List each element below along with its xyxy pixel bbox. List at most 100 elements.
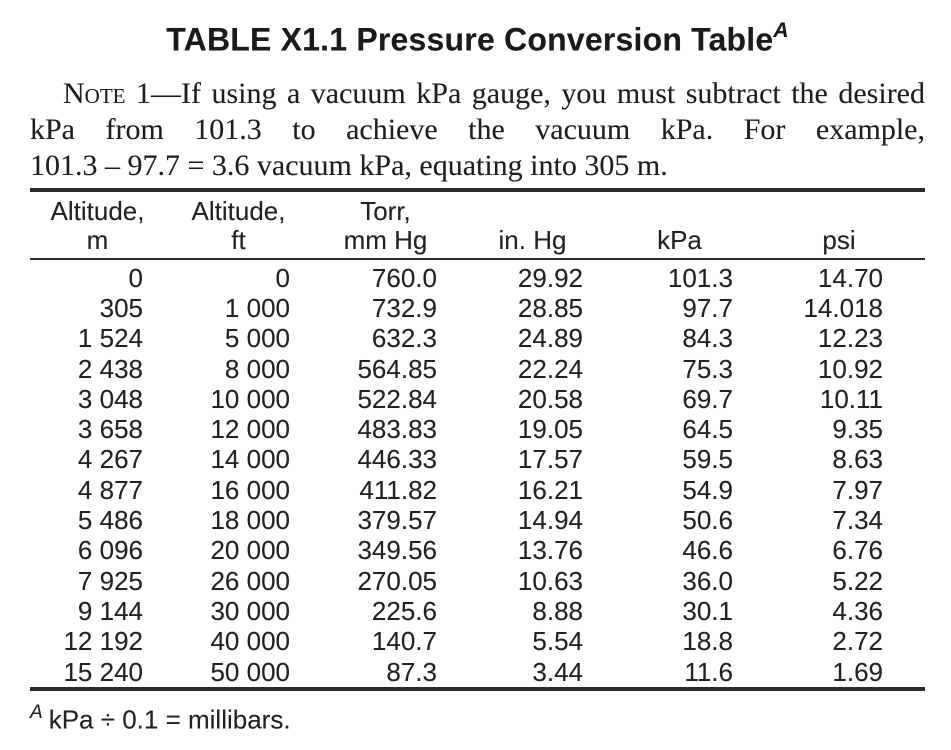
table-row: 9 144 30 000 225.6 8.88 30.1 4.36 — [30, 596, 925, 626]
cell-in-hg: 29.92 — [517, 262, 583, 293]
cell-psi: 4.36 — [832, 595, 883, 626]
cell-torr-mm-hg: 270.05 — [357, 565, 437, 596]
cell-altitude-ft: 26 000 — [210, 565, 290, 596]
cell-altitude-ft: 16 000 — [210, 474, 290, 505]
column-header-line: psi — [822, 224, 856, 255]
cell-psi: 1.69 — [832, 656, 883, 687]
table-row: 4 877 16 000 411.82 16.21 54.9 7.97 — [30, 475, 925, 505]
cell-altitude-ft: 0 — [275, 262, 290, 293]
cell-altitude-m: 7 925 — [77, 565, 143, 596]
cell-psi: 10.92 — [817, 353, 883, 384]
cell-torr-mm-hg: 349.56 — [357, 535, 437, 566]
cell-altitude-m: 6 096 — [77, 535, 143, 566]
cell-in-hg: 5.54 — [532, 626, 583, 657]
table-body: 0 0 760.0 29.92 101.3 14.70 305 1 000 732.9 28.85… — [30, 259, 925, 689]
table-row: 12 192 40 000 140.7 5.54 18.8 2.72 — [30, 626, 925, 656]
cell-altitude-ft: 14 000 — [210, 444, 290, 475]
table-row: 5 486 18 000 379.57 14.94 50.6 7.34 — [30, 505, 925, 535]
cell-torr-mm-hg: 522.84 — [357, 383, 437, 414]
cell-altitude-m: 1 524 — [77, 323, 143, 354]
cell-altitude-ft: 18 000 — [210, 505, 290, 536]
cell-kpa: 101.3 — [667, 262, 733, 293]
cell-altitude-ft: 8 000 — [224, 353, 290, 384]
cell-in-hg: 10.63 — [517, 565, 583, 596]
cell-psi: 14.70 — [817, 262, 883, 293]
cell-psi: 7.97 — [832, 474, 883, 505]
column-header-line: mm Hg — [343, 224, 428, 255]
table-title-text: TABLE X1.1 Pressure Conversion Table — [166, 21, 774, 58]
cell-in-hg: 13.76 — [517, 535, 583, 566]
cell-psi: 12.23 — [817, 323, 883, 354]
table-title-footnote-ref: A — [773, 19, 789, 42]
table-row: 3 658 12 000 483.83 19.05 64.5 9.35 — [30, 414, 925, 444]
cell-altitude-ft: 50 000 — [210, 656, 290, 687]
cell-psi: 9.35 — [832, 414, 883, 445]
column-header-line: Altitude, — [50, 195, 145, 226]
cell-altitude-ft: 40 000 — [210, 626, 290, 657]
cell-kpa: 18.8 — [682, 626, 733, 657]
cell-in-hg: 19.05 — [517, 414, 583, 445]
cell-kpa: 69.7 — [682, 383, 733, 414]
cell-torr-mm-hg: 483.83 — [357, 414, 437, 445]
cell-torr-mm-hg: 379.57 — [357, 505, 437, 536]
cell-altitude-ft: 30 000 — [210, 595, 290, 626]
cell-altitude-ft: 5 000 — [224, 323, 290, 354]
table-row: 6 096 20 000 349.56 13.76 46.6 6.76 — [30, 535, 925, 565]
column-header-psi: psi — [753, 189, 925, 260]
note-line-2: kPa from 101.3 to achieve the vacuum kPa… — [30, 112, 925, 146]
table-row: 7 925 26 000 270.05 10.63 36.0 5.22 — [30, 566, 925, 596]
cell-torr-mm-hg: 411.82 — [359, 474, 437, 505]
cell-psi: 5.22 — [832, 565, 883, 596]
cell-altitude-m: 4 267 — [77, 444, 143, 475]
column-header-line: ft — [231, 224, 246, 255]
cell-torr-mm-hg: 564.85 — [357, 353, 437, 384]
note-paragraph: Note 1—If using a vacuum kPa gauge, you … — [30, 76, 925, 184]
cell-torr-mm-hg: 446.33 — [357, 444, 437, 475]
table-header-row: Altitude, m Altitude, ft Torr, mm Hg in. Hg kPa… — [30, 189, 925, 260]
cell-psi: 8.63 — [832, 444, 883, 475]
table-head: Altitude, m Altitude, ft Torr, mm Hg in. Hg kPa… — [30, 189, 925, 260]
cell-kpa: 84.3 — [682, 323, 733, 354]
cell-altitude-m: 4 877 — [77, 474, 143, 505]
column-header-line: Torr, — [360, 195, 411, 226]
cell-psi: 10.11 — [819, 383, 883, 414]
cell-torr-mm-hg: 632.3 — [371, 323, 437, 354]
cell-torr-mm-hg: 87.3 — [386, 656, 437, 687]
cell-in-hg: 14.94 — [517, 505, 583, 536]
cell-kpa: 11.6 — [684, 656, 733, 687]
cell-kpa: 54.9 — [682, 474, 733, 505]
cell-altitude-m: 15 240 — [63, 656, 143, 687]
cell-altitude-m: 5 486 — [77, 505, 143, 536]
cell-kpa: 46.6 — [682, 535, 733, 566]
column-header-line: Altitude, — [191, 195, 286, 226]
column-header-line: kPa — [657, 224, 702, 255]
cell-torr-mm-hg: 732.9 — [371, 292, 437, 323]
note-label: Note 1 — [63, 76, 151, 110]
cell-in-hg: 17.57 — [517, 444, 583, 475]
column-header-kpa: kPa — [606, 189, 753, 260]
cell-in-hg: 28.85 — [517, 292, 583, 323]
pressure-conversion-table: Altitude, m Altitude, ft Torr, mm Hg in. Hg kPa… — [30, 187, 925, 691]
cell-altitude-m: 3 658 — [77, 414, 143, 445]
note-line-1-text: —If using a vacuum kPa gauge, you must s… — [151, 76, 925, 110]
footnote-ref: A — [30, 701, 43, 723]
cell-in-hg: 8.88 — [532, 595, 583, 626]
cell-altitude-m: 12 192 — [63, 626, 143, 657]
cell-altitude-m: 2 438 — [77, 353, 143, 384]
cell-kpa: 50.6 — [682, 505, 733, 536]
cell-psi: 14.018 — [803, 292, 883, 323]
table-row: 3 048 10 000 522.84 20.58 69.7 10.11 — [30, 384, 925, 414]
table-row: 305 1 000 732.9 28.85 97.7 14.018 — [30, 293, 925, 323]
table-title: TABLE X1.1 Pressure Conversion TableA — [30, 14, 925, 59]
column-header-torr-mm-hg: Torr, mm Hg — [312, 189, 459, 260]
table-row: 1 524 5 000 632.3 24.89 84.3 12.23 — [30, 323, 925, 353]
cell-altitude-m: 0 — [128, 262, 143, 293]
cell-altitude-ft: 12 000 — [210, 414, 290, 445]
cell-kpa: 75.3 — [682, 353, 733, 384]
cell-psi: 6.76 — [832, 535, 883, 566]
cell-altitude-m: 3 048 — [77, 383, 143, 414]
column-header-line: in. Hg — [498, 224, 567, 255]
table-row: 4 267 14 000 446.33 17.57 59.5 8.63 — [30, 444, 925, 474]
